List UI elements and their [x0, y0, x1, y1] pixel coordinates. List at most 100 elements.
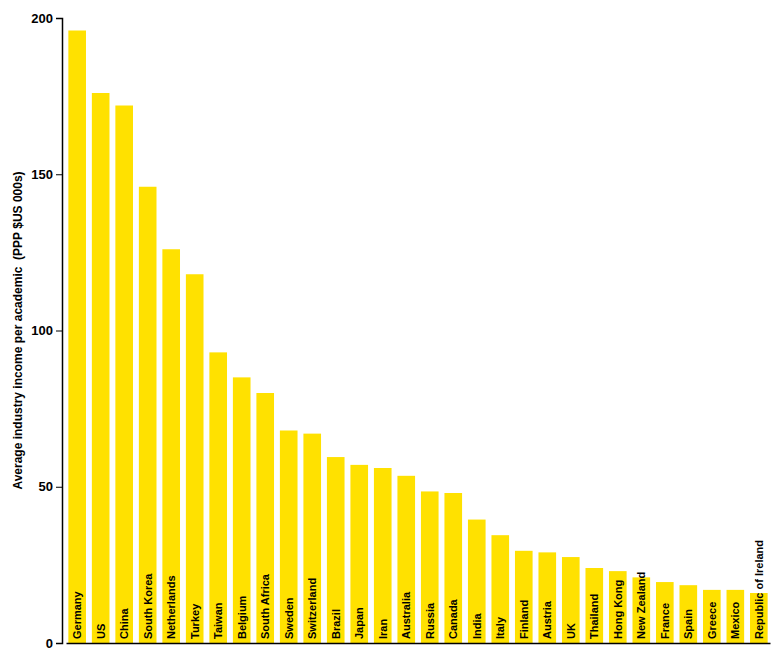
x-axis-line — [67, 643, 771, 645]
bar — [68, 31, 86, 644]
y-tick: 0 — [46, 636, 62, 651]
bar — [327, 457, 345, 643]
x-tick-label: Austria — [541, 600, 553, 639]
x-tick-label: India — [471, 612, 483, 639]
x-tick-label: Canada — [447, 598, 459, 639]
y-tick-mark — [56, 18, 62, 19]
x-tick: UK — [565, 623, 577, 643]
x-tick: Brazil — [330, 609, 342, 643]
y-tick-label: 50 — [39, 479, 53, 494]
y-axis-title: Average industry income per academic (PP… — [11, 171, 25, 489]
bar — [256, 393, 274, 643]
bar — [374, 468, 392, 643]
bar — [703, 590, 721, 643]
y-tick-label: 200 — [31, 11, 53, 26]
x-tick: India — [471, 612, 483, 643]
bar — [397, 476, 415, 643]
x-tick-label: Taiwan — [212, 602, 224, 639]
x-tick: Japan — [353, 607, 365, 643]
y-axis-line — [56, 19, 63, 644]
bar — [515, 551, 533, 643]
x-tick: Australia — [400, 591, 412, 643]
x-tick: Finland — [518, 600, 530, 643]
x-tick-label: Netherlands — [165, 575, 177, 639]
x-tick: Mexico — [729, 601, 741, 643]
x-tick-label: US — [95, 624, 107, 639]
y-tick-mark — [56, 331, 62, 332]
x-axis: Germany US China South Korea Netherlands Turk… — [67, 540, 771, 644]
bar — [139, 187, 157, 643]
y-tick-mark — [56, 487, 62, 488]
bar — [209, 352, 227, 643]
y-tick: 200 — [31, 11, 62, 26]
y-axis: 0 50 100 150 200 — [31, 11, 62, 651]
x-tick-label: Hong Kong — [612, 580, 624, 639]
x-tick: South Korea — [142, 573, 154, 643]
x-tick: China — [118, 608, 130, 643]
x-tick: Hong Kong — [612, 580, 624, 643]
y-tick-label: 0 — [46, 636, 53, 651]
bar — [350, 465, 368, 643]
bar — [303, 434, 321, 643]
x-tick-label: Greece — [706, 602, 718, 639]
x-tick: Netherlands — [165, 575, 177, 643]
x-tick-label: New Zealand — [635, 572, 647, 639]
x-tick-label: Finland — [518, 600, 530, 639]
x-tick: Austria — [541, 600, 553, 643]
bar — [609, 571, 627, 643]
bar — [562, 557, 580, 643]
bar — [468, 520, 486, 643]
bar — [186, 274, 204, 643]
x-tick: Belgium — [236, 595, 248, 643]
y-tick: 100 — [31, 323, 62, 338]
x-tick-label: Italy — [494, 616, 506, 639]
x-tick-label: Mexico — [729, 601, 741, 639]
y-tick: 50 — [39, 479, 62, 494]
y-tick-mark — [56, 174, 62, 175]
x-tick-label: Thailand — [588, 594, 600, 639]
y-tick-label: 150 — [31, 167, 53, 182]
bar — [656, 582, 674, 643]
y-tick-label: 100 — [31, 323, 53, 338]
x-tick-label: Switzerland — [306, 578, 318, 639]
bar — [162, 249, 180, 643]
bar — [538, 552, 556, 643]
x-tick: Canada — [447, 598, 459, 643]
x-tick-label: Belgium — [236, 595, 248, 639]
x-tick-label: Republic of Ireland — [753, 540, 765, 639]
x-tick-label: France — [659, 603, 671, 639]
x-tick-label: South Africa — [259, 573, 271, 639]
x-tick: Greece — [706, 602, 718, 643]
bar — [421, 491, 439, 643]
x-tick-label: Australia — [400, 591, 412, 639]
x-tick: France — [659, 603, 671, 643]
x-tick-label: UK — [565, 623, 577, 639]
x-tick-label: Turkey — [189, 603, 201, 639]
bar — [92, 93, 110, 643]
x-tick-label: Iran — [377, 619, 389, 639]
chart: 0 50 100 150 200 Germany US China South Korea Net… — [0, 0, 780, 665]
plot: 0 50 100 150 200 Germany US China South Korea Net… — [31, 11, 770, 651]
x-tick-label: China — [118, 608, 130, 639]
bar — [115, 106, 133, 644]
x-tick: Turkey — [189, 603, 201, 643]
x-tick-label: Brazil — [330, 609, 342, 639]
y-tick: 150 — [31, 167, 62, 182]
bar — [680, 585, 698, 643]
x-tick: Thailand — [588, 594, 600, 643]
x-tick: Russia — [424, 602, 436, 643]
x-tick-label: Japan — [353, 607, 365, 639]
bar — [585, 568, 603, 643]
x-tick: Germany — [71, 590, 83, 643]
bar — [727, 590, 745, 643]
x-tick: Switzerland — [306, 578, 318, 643]
y-tick-mark — [56, 643, 62, 644]
x-tick: Taiwan — [212, 602, 224, 643]
bar — [233, 377, 251, 643]
x-tick: Italy — [494, 616, 506, 643]
bar — [491, 535, 509, 643]
bar — [444, 493, 462, 643]
x-tick: Iran — [377, 619, 389, 643]
x-tick: Sweden — [283, 597, 295, 643]
x-tick: Spain — [682, 609, 694, 643]
